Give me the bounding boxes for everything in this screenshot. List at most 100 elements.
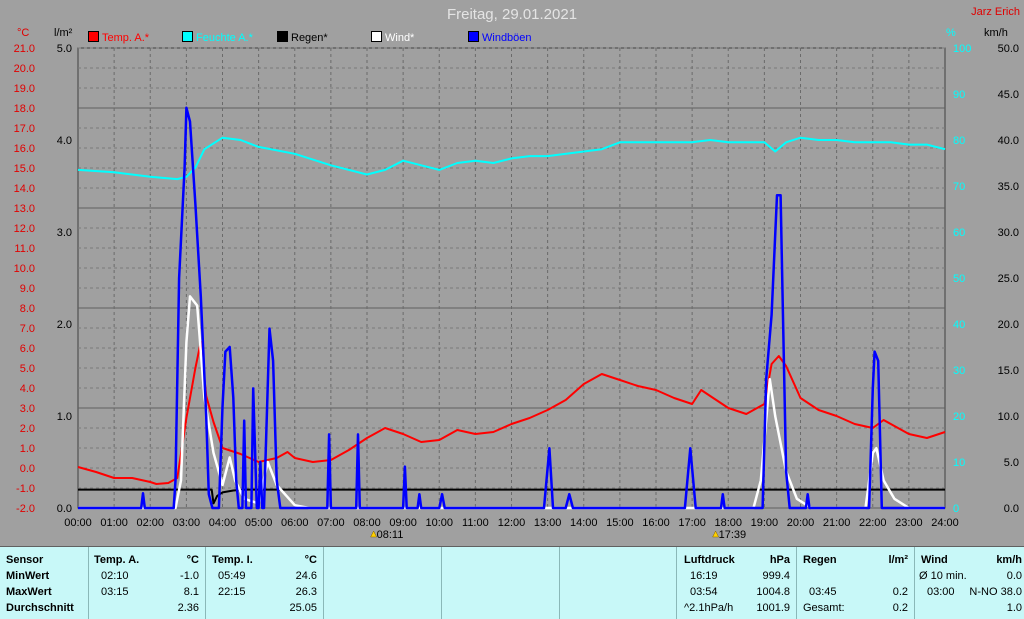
pressure-max-time: 03:54 xyxy=(690,586,718,598)
humidity-tick-label: 70 xyxy=(953,181,965,193)
time-tick-label: 06:00 xyxy=(281,517,309,529)
temp-tick-label: 2.0 xyxy=(20,423,35,435)
series-line xyxy=(78,295,945,510)
legend-rain: Regen* xyxy=(277,31,328,44)
legend-humidity: Feuchte A.* xyxy=(182,31,253,44)
legend-temp-label: Temp. A.* xyxy=(102,32,150,44)
humidity-axis: 0 10 20 30 40 50 60 70 80 90 100 xyxy=(953,43,971,515)
rain-tick-label: 1.0 xyxy=(57,411,72,423)
temp-a-max: 8.1 xyxy=(183,586,199,598)
series-line xyxy=(78,106,945,510)
time-tick-label: 01:00 xyxy=(100,517,128,529)
wind-tick-label: 50.0 xyxy=(998,43,1019,55)
time-tick-label: 17:00 xyxy=(678,517,706,529)
wind-tick-label: 5.0 xyxy=(1004,457,1019,469)
temp-a-max-time: 03:15 xyxy=(101,586,129,598)
humidity-tick-label: 90 xyxy=(953,89,965,101)
temp-i-max-time: 22:15 xyxy=(218,586,246,598)
time-tick-label: 05:00 xyxy=(245,517,273,529)
temp-a-min: -1.0 xyxy=(180,570,199,582)
time-tick-label: 10:00 xyxy=(425,517,453,529)
temp-i-header: Temp. I. xyxy=(212,554,253,566)
legend-gusts-swatch xyxy=(468,31,479,42)
temp-tick-label: -1.0 xyxy=(16,483,35,495)
label-max: MaxWert xyxy=(6,586,52,598)
temp-tick-label: 11.0 xyxy=(14,243,35,255)
rain-total: 0.2 xyxy=(892,602,908,614)
temp-tick-label: 12.0 xyxy=(14,223,35,235)
temp-tick-label: 13.0 xyxy=(14,203,35,215)
legend-humidity-swatch xyxy=(182,31,193,42)
weather-chart: -2.0 -1.0 0.0 1.0 2.0 3.0 4.0 5.0 6.0 7.0 8.0 9.0 10… xyxy=(14,43,1019,541)
temp-a-unit: °C xyxy=(186,554,199,566)
temp-a-header: Temp. A. xyxy=(94,554,140,566)
pressure-trend: ^2.1hPa/h xyxy=(684,602,734,614)
rain-tick-label: 0.0 xyxy=(57,503,72,515)
sunrise-icon xyxy=(370,530,378,538)
label-min: MinWert xyxy=(6,570,50,582)
time-tick-label: 22:00 xyxy=(859,517,887,529)
rain-tick-label: 2.0 xyxy=(57,319,72,331)
pressure-min: 999.4 xyxy=(762,570,790,582)
temp-tick-label: 0.0 xyxy=(20,463,35,475)
wind-max: N-NO 38.0 xyxy=(969,586,1022,598)
time-tick-label: 24:00 xyxy=(931,517,959,529)
col-temp-a: Temp. A. °C 02:10 -1.0 03:15 8.1 2.36 xyxy=(88,547,206,619)
temp-i-min-time: 05:49 xyxy=(218,570,246,582)
rain-header: Regen xyxy=(803,554,837,566)
rain-time: 03:45 xyxy=(809,586,837,598)
time-tick-label: 08:00 xyxy=(353,517,381,529)
pressure-unit: hPa xyxy=(769,554,790,566)
time-tick-label: 02:00 xyxy=(136,517,164,529)
wind-max-time: 03:00 xyxy=(927,586,955,598)
wind-header: Wind xyxy=(921,554,948,566)
temp-tick-label: 14.0 xyxy=(14,183,35,195)
humidity-tick-label: 10 xyxy=(953,457,965,469)
humidity-tick-label: 60 xyxy=(953,227,965,239)
wind-avg-label: Ø 10 min. xyxy=(919,570,967,582)
wind-tick-label: 25.0 xyxy=(998,273,1019,285)
humidity-unit: % xyxy=(946,27,956,39)
legend-rain-swatch xyxy=(277,31,288,42)
legend-wind: Wind* xyxy=(371,31,414,44)
temp-tick-label: 18.0 xyxy=(14,103,35,115)
wind-tick-label: 0.0 xyxy=(1004,503,1019,515)
wind-avg: 0.0 xyxy=(1006,570,1022,582)
wind-axis: 0.0 5.0 10.0 15.0 20.0 25.0 30.0 35.0 40.0 45.0 50… xyxy=(998,43,1019,515)
legend-humidity-label: Feuchte A.* xyxy=(196,32,253,44)
pressure-avg: 1001.9 xyxy=(756,602,790,614)
pressure-header: Luftdruck xyxy=(684,554,735,566)
time-axis: 00:00 01:00 02:00 03:00 04:00 05:00 06:00 07:00… xyxy=(64,517,959,529)
col-empty-2 xyxy=(441,547,560,619)
wind-unit: km/h xyxy=(984,27,1008,39)
wind-tick-label: 40.0 xyxy=(998,135,1019,147)
time-tick-label: 04:00 xyxy=(209,517,237,529)
legend-gusts-label: Windböen xyxy=(482,32,532,44)
legend-temp: Temp. A.* xyxy=(88,31,149,44)
time-tick-label: 18:00 xyxy=(714,517,742,529)
legend-temp-swatch xyxy=(88,31,99,42)
col-labels: Sensor MinWert MaxWert Durchschnitt xyxy=(0,547,89,619)
wind-last: 1.0 xyxy=(1006,602,1022,614)
author-label: Jarz Erich xyxy=(971,6,1020,18)
time-tick-label: 21:00 xyxy=(823,517,851,529)
humidity-tick-label: 80 xyxy=(953,135,965,147)
sun-markers: 08:11 17:39 xyxy=(370,529,746,541)
temp-i-avg: 25.05 xyxy=(289,602,317,614)
pressure-min-time: 16:19 xyxy=(690,570,718,582)
time-tick-label: 11:00 xyxy=(462,517,489,529)
time-tick-label: 14:00 xyxy=(570,517,598,529)
temp-tick-label: 1.0 xyxy=(20,443,35,455)
series-layer xyxy=(77,106,946,510)
time-tick-label: 13:00 xyxy=(534,517,562,529)
temp-tick-label: 19.0 xyxy=(14,83,35,95)
temp-unit: °C xyxy=(17,27,30,39)
col-pressure: Luftdruck hPa 16:19 999.4 03:54 1004.8 ^… xyxy=(676,547,797,619)
temp-tick-label: 16.0 xyxy=(14,143,35,155)
legend-gusts: Windböen xyxy=(468,31,532,44)
time-tick-label: 15:00 xyxy=(606,517,634,529)
pressure-max: 1004.8 xyxy=(756,586,790,598)
wind-table-unit: km/h xyxy=(996,554,1022,566)
rain-total-label: Gesamt: xyxy=(803,602,845,614)
rain-tick-label: 5.0 xyxy=(57,43,72,55)
